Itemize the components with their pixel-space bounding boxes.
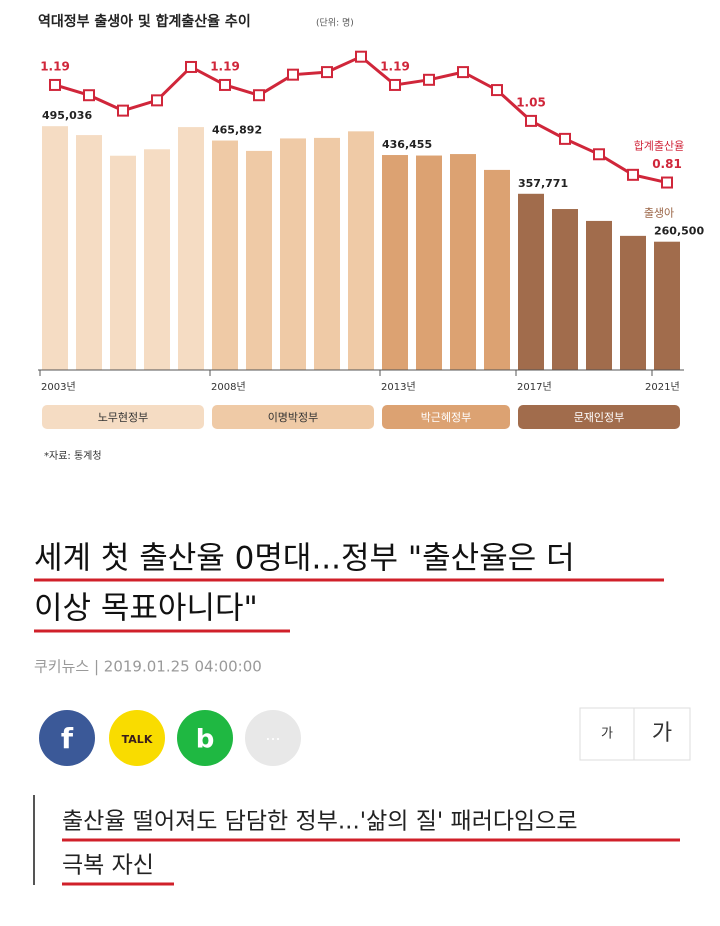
marker (661, 176, 673, 189)
chart-title: 역대정부 출생아 및 합계출산율 추이 (38, 13, 251, 30)
marker (491, 84, 503, 97)
bar (654, 241, 680, 370)
headline: 이상 목표아니다" (34, 591, 258, 627)
data-label: 495,036 (42, 109, 92, 122)
bar (552, 209, 578, 370)
x-tick-label: 2021년 (645, 381, 680, 393)
data-label: 436,455 (382, 138, 432, 151)
bar (416, 155, 442, 370)
share-kakao[interactable] (109, 710, 165, 766)
bar (450, 154, 476, 370)
data-label: 1.19 (210, 59, 240, 73)
legend-label: 합계출산율 (634, 140, 685, 153)
period-label: 이명박정부 (268, 411, 319, 424)
bar (586, 220, 612, 370)
bar (484, 169, 510, 370)
share-band[interactable] (177, 710, 233, 766)
period-band (518, 405, 680, 429)
marker (185, 60, 197, 73)
unit: (단위: 명) (316, 18, 354, 29)
marker (117, 104, 129, 117)
bar (246, 150, 272, 370)
marker (151, 94, 163, 107)
share-label: b (196, 725, 215, 755)
subhead: 출산율 떨어져도 담담한 정부...'삶의 질' 패러다임으로 (62, 809, 578, 835)
bar (382, 155, 408, 370)
marker (389, 78, 401, 91)
marker (287, 68, 299, 81)
marker (49, 78, 61, 91)
period-band (212, 405, 374, 429)
marker (355, 50, 367, 63)
marker (525, 114, 537, 127)
bar (280, 138, 306, 370)
share-label: TALK (122, 733, 153, 746)
data-label: 1.19 (380, 59, 410, 73)
font-small-button[interactable] (579, 707, 635, 761)
marker (219, 78, 231, 91)
share-label: ··· (265, 730, 280, 749)
headline: 세계 첫 출산율 0명대...정부 "출산율은 더 (34, 541, 575, 577)
marker (593, 148, 605, 161)
font-large-button[interactable] (633, 707, 691, 761)
bar (212, 140, 238, 370)
data-label: 1.05 (516, 95, 546, 109)
subhead: 극복 자신 (62, 853, 154, 879)
bar (178, 127, 204, 370)
marker (423, 73, 435, 86)
period-band (382, 405, 510, 429)
bar (110, 155, 136, 370)
data-label: 1.19 (40, 59, 70, 73)
bar (42, 126, 68, 370)
period-band (42, 405, 204, 429)
x-tick-label: 2003년 (41, 381, 76, 393)
bar (620, 235, 646, 370)
x-tick-label: 2017년 (517, 381, 552, 393)
share-label: f (61, 722, 74, 755)
bar (76, 135, 102, 370)
data-label: 357,771 (518, 177, 568, 190)
bar (348, 131, 374, 370)
period-label: 박근혜정부 (421, 411, 472, 424)
period-label: 문재인정부 (574, 411, 625, 424)
font-button-label: 가 (601, 727, 613, 742)
x-tick-label: 2013년 (381, 381, 416, 393)
share-facebook[interactable] (39, 710, 95, 766)
byline: 쿠키뉴스 | 2019.01.25 04:00:00 (34, 658, 262, 676)
bar (314, 137, 340, 370)
source: *자료: 통계청 (44, 450, 102, 462)
marker (83, 89, 95, 102)
data-label: 0.81 (652, 157, 682, 171)
data-label: 260,500 (654, 225, 704, 238)
x-tick-label: 2008년 (211, 381, 246, 393)
marker (321, 66, 333, 79)
font-button-label: 가 (652, 721, 672, 746)
bar (518, 193, 544, 370)
period-label: 노무현정부 (98, 411, 149, 424)
marker (253, 89, 265, 102)
marker (457, 66, 469, 79)
share-more[interactable] (245, 710, 301, 766)
legend-label: 출생아 (644, 207, 674, 220)
data-label: 465,892 (212, 124, 262, 137)
bar (144, 149, 170, 370)
marker (559, 132, 571, 145)
marker (627, 168, 639, 181)
